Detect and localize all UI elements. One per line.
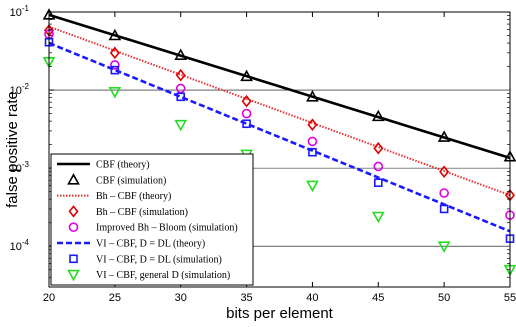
x-tick-label: 35 (240, 292, 252, 304)
y-tick-exponent: -4 (22, 238, 30, 247)
series-6-point (373, 178, 383, 188)
legend-box (50, 153, 254, 286)
x-tick-label: 20 (43, 292, 55, 304)
legend-entry: VI – CBF, general D (simulation) (96, 270, 230, 281)
series-6-point (110, 65, 120, 75)
y-tick-mantissa: 10 (10, 163, 22, 175)
series-6-point (176, 92, 186, 102)
series-3-point (109, 46, 120, 60)
series-1-point (371, 109, 385, 122)
series-1-point (306, 90, 319, 102)
legend-entry: Improved Bh – Bloom (simulation) (96, 223, 238, 234)
series-5-line (48, 41, 511, 233)
series-4-point (241, 108, 252, 119)
series-6-point (439, 204, 449, 214)
series-3-point (373, 141, 384, 155)
legend-marker (67, 269, 80, 282)
x-tick-label: 30 (175, 292, 187, 304)
x-tick-label: 40 (306, 292, 318, 304)
y-tick-label: 10-1 (10, 4, 30, 19)
legend-marker (68, 222, 79, 232)
legend-entry: CBF (theory) (96, 160, 150, 171)
series-2-line (48, 25, 511, 197)
series-3-point (439, 165, 450, 178)
legend: CBF (theory) CBF (simulation) Bh – CBF (th… (50, 153, 254, 286)
series-1-point (240, 69, 253, 82)
y-axis-label: false positive rate (4, 91, 21, 208)
legend-entry: Bh – CBF (theory) (96, 191, 171, 202)
y-tick-label: 10-4 (10, 238, 30, 253)
series-6-point (242, 119, 251, 129)
series-4-point (439, 188, 449, 198)
series-7-point (306, 180, 319, 193)
legend-entry: VI – CBF, D = DL (theory) (96, 239, 205, 250)
series-1-point (437, 130, 451, 142)
series-6-point (308, 147, 317, 157)
legend-entry: CBF (simulation) (96, 175, 166, 186)
series-4-point (373, 161, 384, 172)
series-7-point (437, 241, 451, 253)
series-1-point (174, 48, 188, 60)
legend-entry: VI – CBF, D = DL (simulation) (96, 254, 222, 265)
y-tick-label: 10-3 (10, 160, 30, 175)
series-7-point (174, 119, 188, 132)
series-7-point (371, 211, 385, 224)
y-tick-exponent: -1 (22, 4, 30, 13)
legend-marker (68, 205, 79, 218)
y-tick-mantissa: 10 (10, 241, 22, 253)
series-3-point (241, 94, 252, 108)
series-4-point (110, 60, 120, 70)
ticks: 10-110-210-310-420 25 30 35 40 45 50 55 (10, 4, 516, 304)
series-7-point (108, 87, 122, 99)
legend-marker (67, 173, 80, 185)
legend-entry: Bh – CBF (simulation) (96, 207, 188, 218)
series-layer (42, 8, 516, 277)
x-tick-label: 45 (372, 292, 384, 304)
legend-marker (69, 254, 78, 264)
x-tick-label: 55 (504, 292, 516, 304)
y-tick-label: 10-2 (10, 82, 30, 97)
y-tick-exponent: -3 (22, 160, 30, 169)
series-4-point (175, 83, 186, 94)
series-1-point (108, 28, 122, 41)
y-tick-exponent: -2 (22, 82, 30, 91)
series-0-line (48, 13, 511, 160)
y-tick-mantissa: 10 (10, 7, 22, 19)
series-4-point (307, 136, 318, 147)
plot-frame (48, 11, 511, 288)
y-tick-mantissa: 10 (10, 85, 22, 97)
x-tick-label: 50 (438, 292, 450, 304)
series-3-point (175, 68, 186, 82)
x-tick-label: 25 (109, 292, 121, 304)
x-axis-label: bits per element (226, 305, 334, 322)
series-3-point (307, 118, 318, 131)
